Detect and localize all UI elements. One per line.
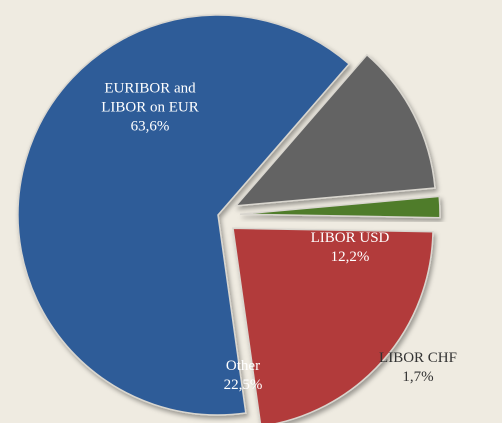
value-label: 22,5% [223,377,263,393]
pie-slice [239,195,441,219]
category-label: Other [225,358,261,374]
pie-slice [17,14,351,416]
category-label: LIBOR USD [310,230,390,246]
slice-label: LIBOR CHF 1,7% [363,349,473,387]
value-label: 1,7% [402,369,434,385]
slice-label: Other 22,5% [203,357,283,395]
category-label: LIBOR CHF [379,350,457,366]
value-label: 12,2% [330,249,370,265]
value-label: 63,6% [130,118,170,135]
slice-label: LIBOR USD 12,2% [295,229,405,267]
category-label: EURIBOR and LIBOR on EUR [101,80,199,116]
pie-slice [234,53,436,207]
slice-label: EURIBOR and LIBOR on EUR 63,6% [95,80,205,137]
pie-slice [232,227,434,423]
